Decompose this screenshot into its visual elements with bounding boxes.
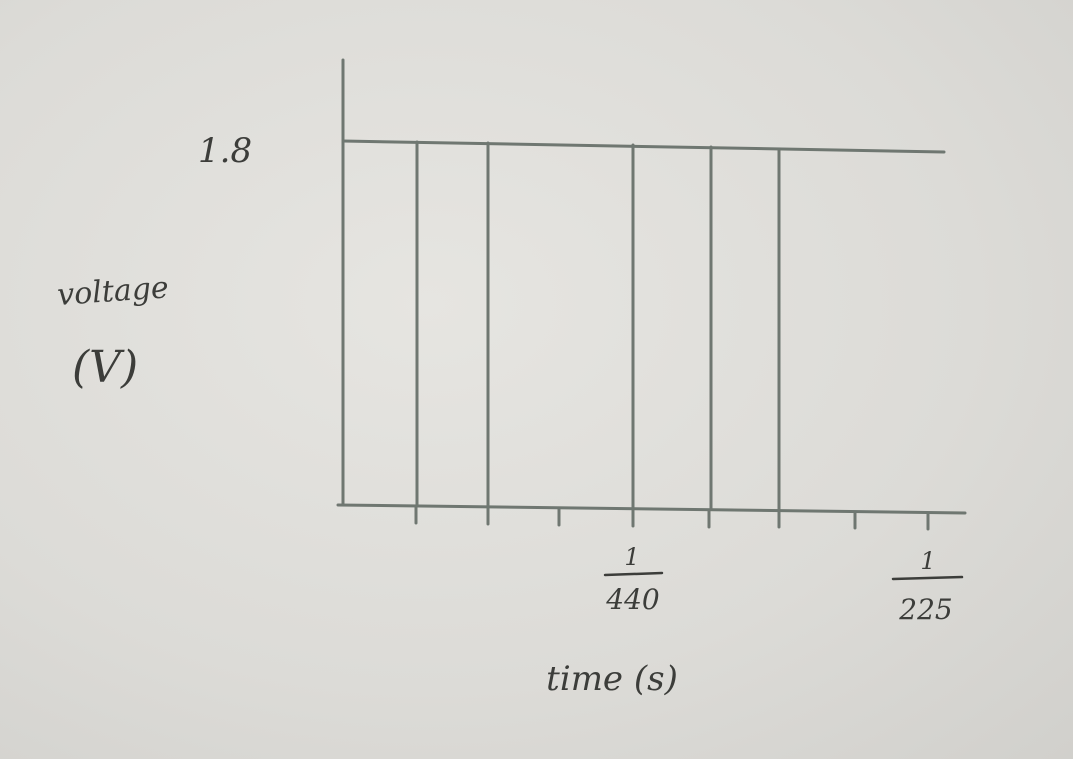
high-level-line: [341, 139, 946, 154]
y-axis-label-line1: voltage: [56, 270, 170, 313]
x-tick-label-225-fraction-bar: [891, 575, 964, 581]
y-axis-label-line2: (V): [72, 342, 138, 393]
x-tick-label-225-denominator: 225: [898, 593, 952, 626]
x-tick-marks: [414, 505, 930, 531]
x-tick-label-440-denominator: 440: [605, 583, 659, 616]
x-axis-label: time (s): [546, 659, 678, 699]
x-tick-label-440-fraction-bar: [603, 571, 664, 577]
y-tick-label: 1.8: [198, 131, 252, 171]
x-tick-label-225-numerator: 1: [920, 547, 935, 575]
x-axis: [336, 503, 967, 515]
x-tick-label-440-numerator: 1: [624, 543, 639, 571]
voltage-trace: [341, 139, 946, 512]
